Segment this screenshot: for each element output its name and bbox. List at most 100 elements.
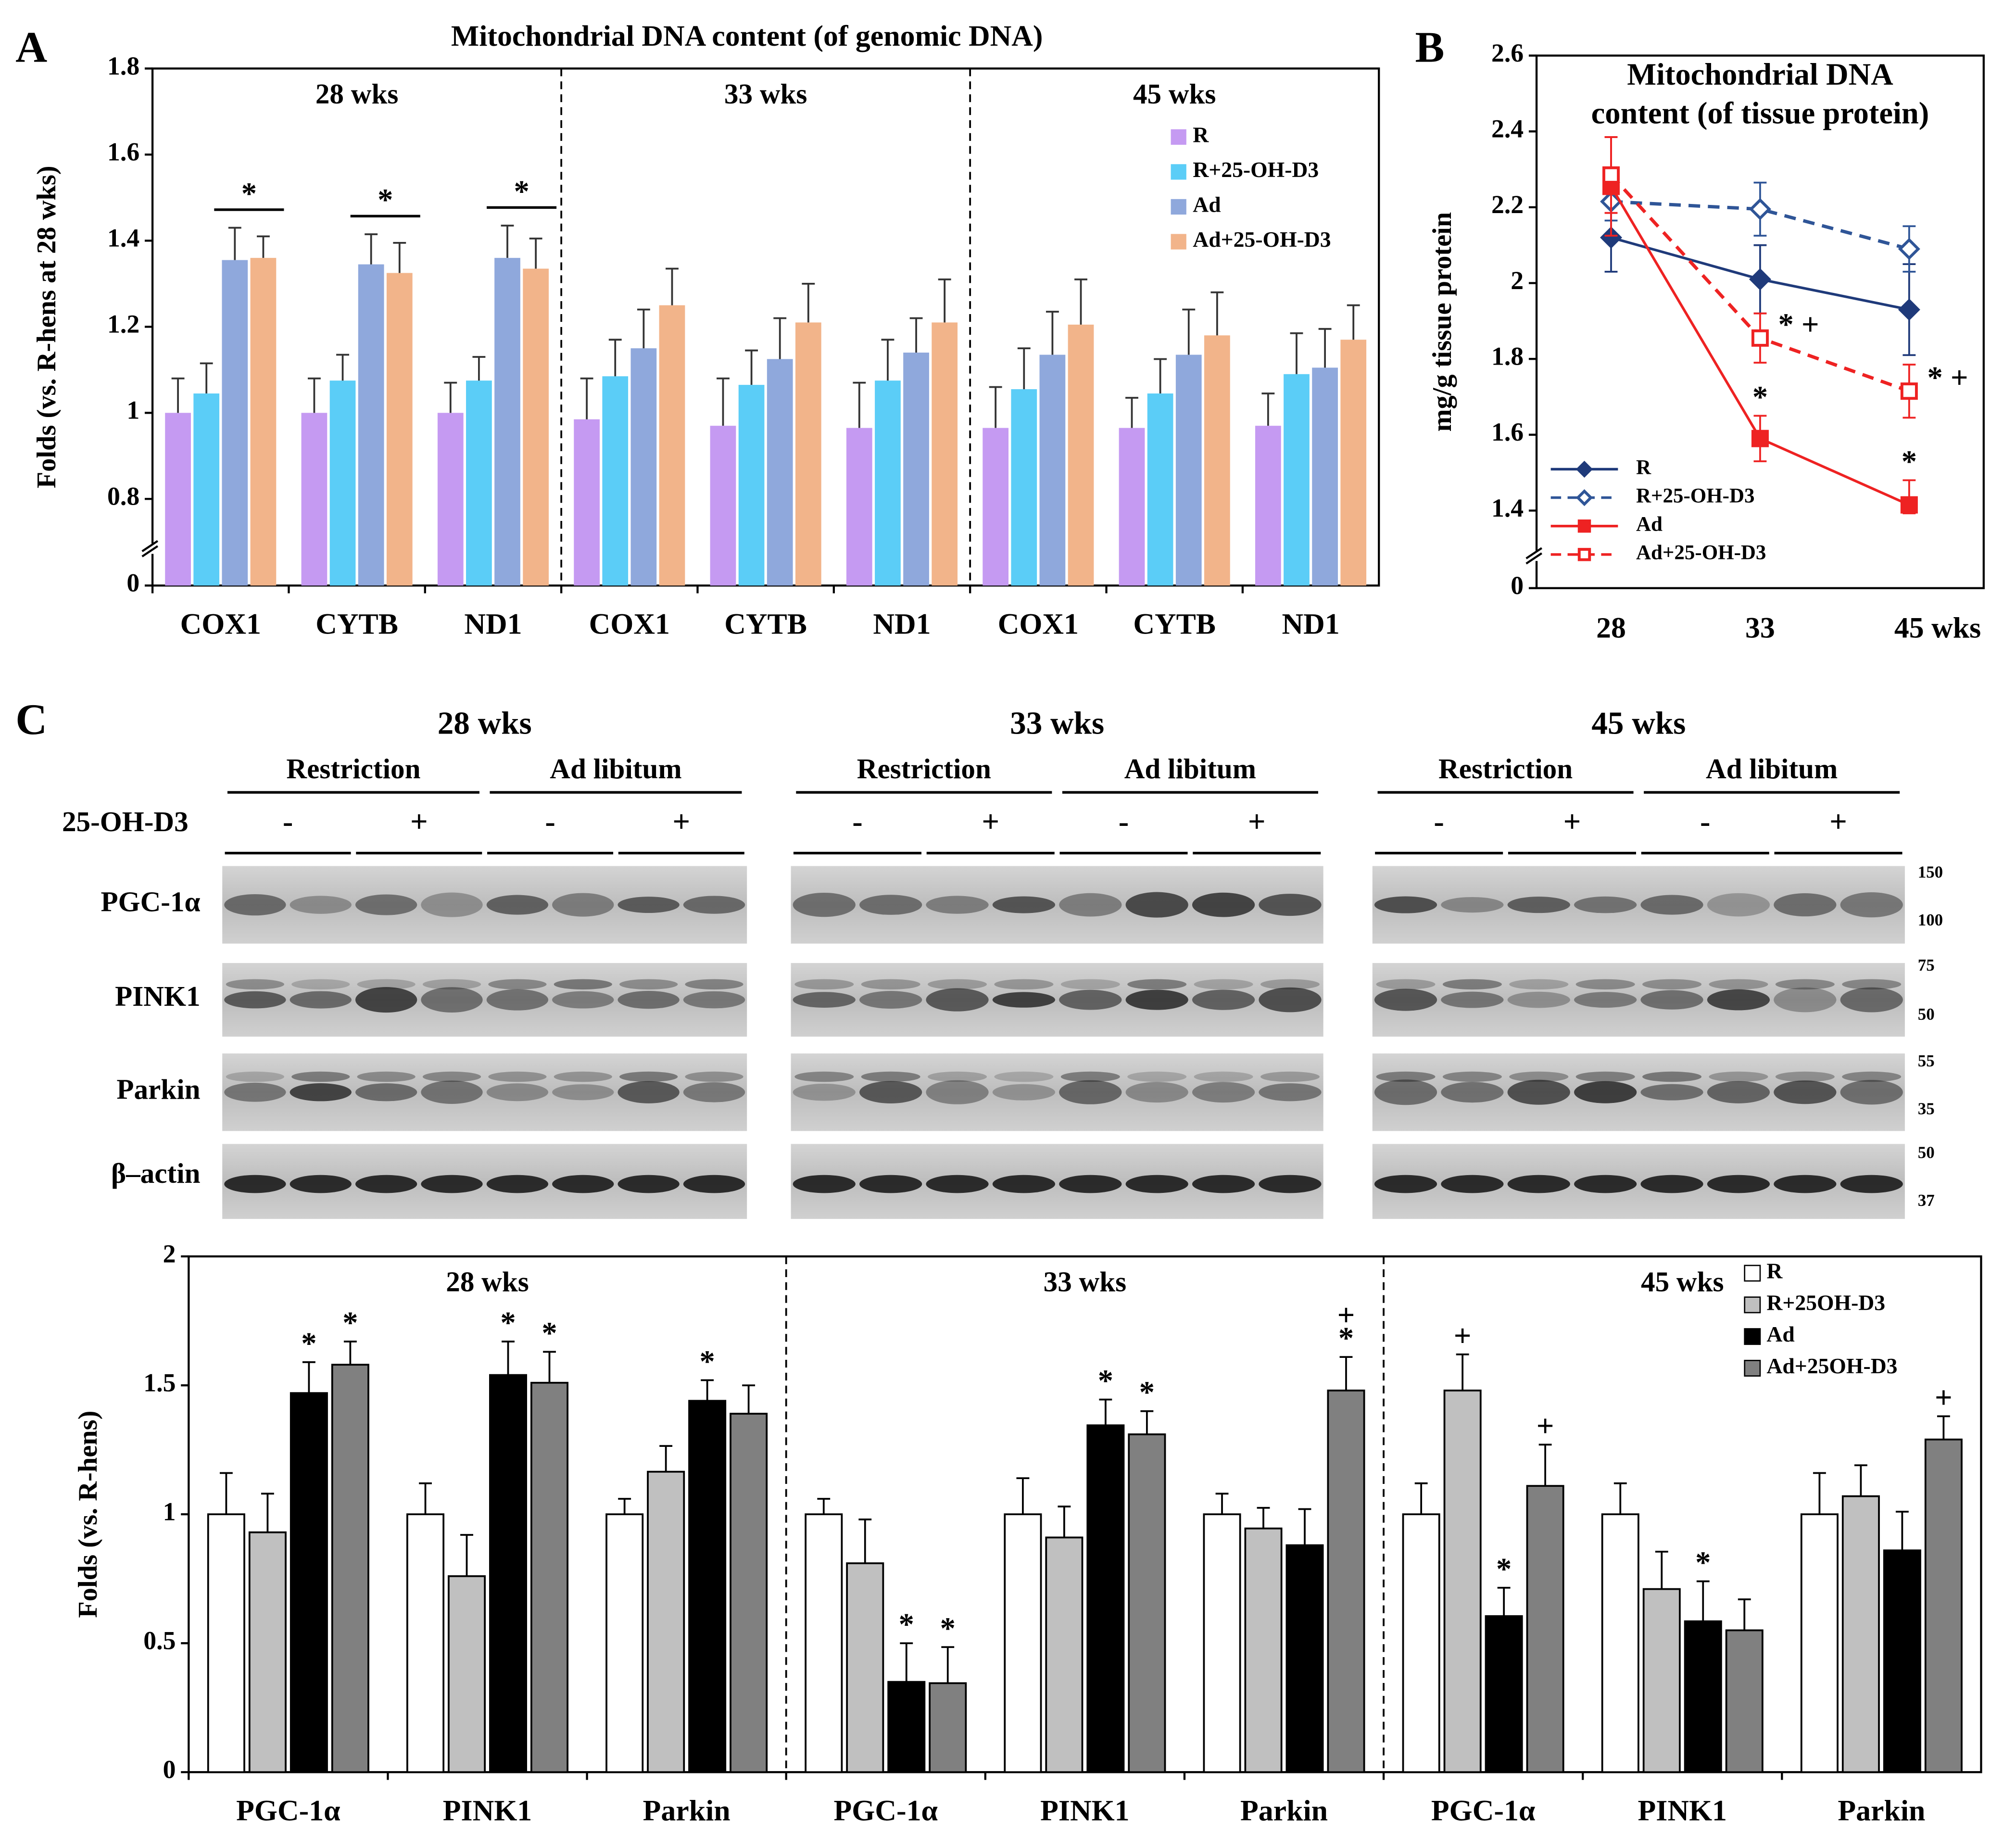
significance-label: *	[1902, 444, 1917, 479]
blot-band	[926, 1080, 989, 1104]
blot-band	[617, 1081, 680, 1103]
protein-label: Parkin	[116, 1073, 200, 1105]
error-bar	[1613, 1482, 1627, 1515]
size-marker: 150	[1918, 863, 1943, 882]
bar	[1485, 1615, 1523, 1773]
blot-band	[1192, 1175, 1255, 1193]
blot-band	[793, 992, 856, 1008]
error-bar	[1257, 1507, 1270, 1529]
bar	[1327, 1389, 1365, 1773]
blot-band	[1376, 979, 1436, 990]
legend-label: R	[1766, 1258, 1783, 1283]
treatment-sign: +	[410, 804, 428, 838]
bar	[688, 1400, 727, 1773]
point	[1900, 382, 1918, 400]
bar	[1004, 1513, 1042, 1773]
error-bar	[1017, 347, 1031, 390]
blot-band	[1574, 1081, 1637, 1103]
diet-label: Ad libitum	[550, 753, 681, 785]
error-bar	[701, 1379, 714, 1401]
significance-label: +	[1454, 1318, 1472, 1353]
y-tick-label: 1.6	[1491, 418, 1524, 446]
error-bar	[881, 339, 895, 381]
blot-band	[1376, 1071, 1436, 1082]
error-bar	[745, 349, 758, 385]
blot-band	[488, 979, 547, 990]
blot-band	[1127, 1071, 1187, 1082]
blot-band	[1640, 1084, 1703, 1101]
size-marker: 35	[1918, 1099, 1935, 1118]
blot-band	[683, 1175, 745, 1193]
y-tick-label: 0	[163, 1755, 176, 1784]
x-tick-label: PINK1	[443, 1794, 532, 1827]
bar	[1285, 1544, 1324, 1773]
legend-label: Ad+25OH-D3	[1766, 1354, 1897, 1378]
blot-band	[617, 1175, 680, 1193]
group-label: 28 wks	[446, 1266, 529, 1298]
blot-strip	[1372, 866, 1905, 944]
error-bar	[1210, 291, 1224, 336]
blot-band	[1642, 979, 1702, 990]
x-tick-label: COX1	[998, 608, 1079, 641]
bar	[301, 413, 328, 586]
error-bar	[659, 1445, 673, 1472]
bar	[1086, 1424, 1125, 1773]
blot-band	[1192, 1082, 1255, 1103]
blot-band	[683, 991, 745, 1009]
error-bar	[773, 317, 787, 359]
chart-title: content (of tissue protein)	[1591, 96, 1929, 130]
protein-label: PINK1	[115, 980, 200, 1012]
legend-label: Ad	[1766, 1322, 1794, 1346]
bar	[738, 385, 765, 586]
diet-label: Ad libitum	[1124, 753, 1256, 785]
error-bar	[1154, 358, 1167, 394]
y-tick-label: 2	[1511, 266, 1524, 295]
error-bar	[618, 1498, 631, 1515]
error-bar	[1215, 1493, 1229, 1515]
blot-band	[226, 979, 284, 990]
protein-label: PGC-1α	[101, 886, 201, 918]
point	[1602, 166, 1620, 184]
bar	[574, 419, 600, 586]
significance-label: *	[1496, 1552, 1512, 1586]
x-tick-label: ND1	[464, 608, 522, 641]
blot-band	[1374, 896, 1437, 913]
blot-band	[357, 979, 416, 990]
blot-band	[486, 989, 549, 1011]
bar	[1601, 1513, 1639, 1773]
blot-band	[224, 1082, 286, 1102]
chart-title: Mitochondrial DNA content (of genomic DN…	[451, 20, 1043, 52]
error-bar	[543, 1351, 556, 1383]
bar	[250, 258, 277, 586]
blot-band	[1374, 1079, 1437, 1105]
blot-band	[488, 1071, 547, 1082]
blot-band	[793, 1083, 856, 1101]
x-tick-label: Parkin	[1240, 1794, 1328, 1827]
x-tick-label: Parkin	[1838, 1794, 1925, 1827]
blot-band	[1194, 1071, 1253, 1082]
blot-band	[421, 1175, 483, 1193]
blot-band	[1374, 1175, 1437, 1193]
blot-band	[554, 979, 612, 990]
error-bar	[302, 1361, 315, 1393]
error-bar	[608, 339, 622, 377]
error-bar	[909, 317, 923, 353]
blot-band	[992, 1175, 1056, 1193]
blot-band	[1509, 1071, 1569, 1082]
blot-band	[1775, 1071, 1835, 1082]
legend-label: R+25OH-D3	[1766, 1290, 1885, 1315]
blot-band	[1259, 894, 1322, 916]
error-bar	[1074, 279, 1087, 325]
error-bar	[261, 1493, 274, 1532]
error-bar	[529, 238, 542, 269]
blot-band	[1127, 979, 1187, 990]
significance-label: *	[1139, 1375, 1155, 1409]
blot-band	[1060, 979, 1120, 990]
diet-label: Ad libitum	[1706, 753, 1838, 785]
bar	[358, 264, 384, 586]
blot-band	[1507, 991, 1570, 1008]
point	[1898, 238, 1920, 260]
bar	[795, 322, 821, 586]
error-bar	[853, 381, 866, 428]
bar	[1204, 335, 1230, 586]
